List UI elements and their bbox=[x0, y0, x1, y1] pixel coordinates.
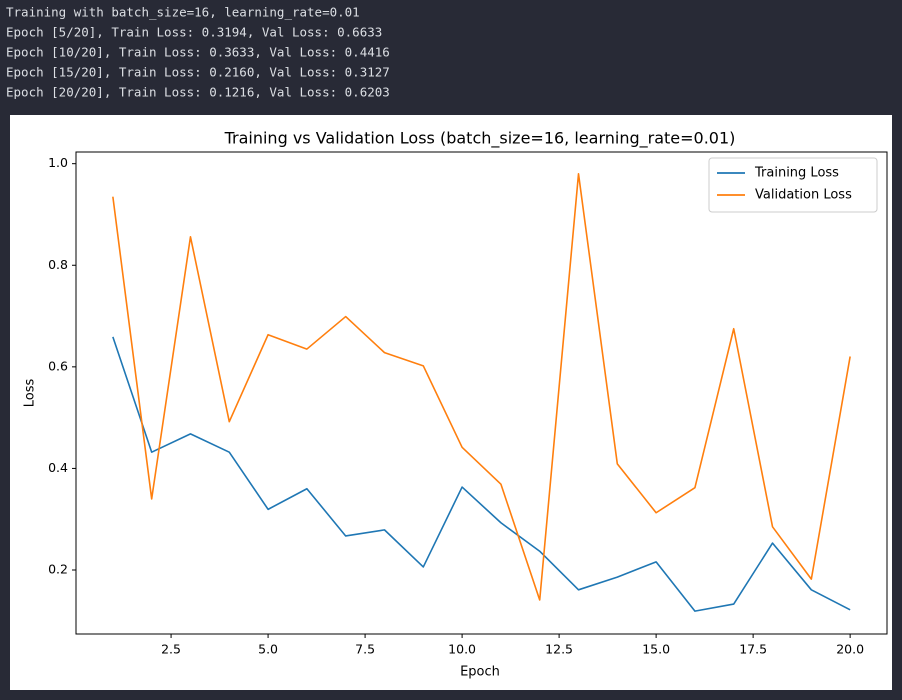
y-tick-label: 0.6 bbox=[48, 358, 68, 373]
x-tick-label: 15.0 bbox=[642, 642, 670, 657]
y-axis-label: Loss bbox=[23, 379, 38, 408]
x-tick-label: 2.5 bbox=[161, 642, 181, 657]
chart-title: Training vs Validation Loss (batch_size=… bbox=[224, 129, 736, 149]
x-tick-label: 20.0 bbox=[836, 642, 864, 657]
x-tick-label: 10.0 bbox=[448, 642, 476, 657]
chart: Training vs Validation Loss (batch_size=… bbox=[23, 129, 888, 680]
console-line: Training with batch_size=16, learning_ra… bbox=[6, 5, 360, 20]
console-output: Training with batch_size=16, learning_ra… bbox=[6, 5, 390, 100]
y-tick-label: 1.0 bbox=[48, 155, 68, 170]
legend-box bbox=[708, 157, 878, 213]
legend-label: Training Loss bbox=[754, 166, 839, 181]
x-tick-label: 7.5 bbox=[355, 642, 375, 657]
y-tick-label: 0.2 bbox=[48, 562, 68, 577]
console-line: Epoch [20/20], Train Loss: 0.1216, Val L… bbox=[6, 85, 390, 100]
axes-frame bbox=[75, 151, 888, 635]
x-tick-label: 17.5 bbox=[739, 642, 767, 657]
series-line bbox=[112, 336, 851, 612]
legend-label: Validation Loss bbox=[755, 188, 852, 203]
x-tick-label: 12.5 bbox=[545, 642, 573, 657]
console-line: Epoch [10/20], Train Loss: 0.3633, Val L… bbox=[6, 45, 390, 60]
y-tick-label: 0.4 bbox=[48, 460, 68, 475]
series-line bbox=[112, 173, 851, 601]
x-axis-label: Epoch bbox=[460, 665, 500, 680]
console-line: Epoch [5/20], Train Loss: 0.3194, Val Lo… bbox=[6, 25, 382, 40]
x-tick-label: 5.0 bbox=[258, 642, 278, 657]
console-line: Epoch [15/20], Train Loss: 0.2160, Val L… bbox=[6, 65, 390, 80]
y-tick-label: 0.8 bbox=[48, 257, 68, 272]
